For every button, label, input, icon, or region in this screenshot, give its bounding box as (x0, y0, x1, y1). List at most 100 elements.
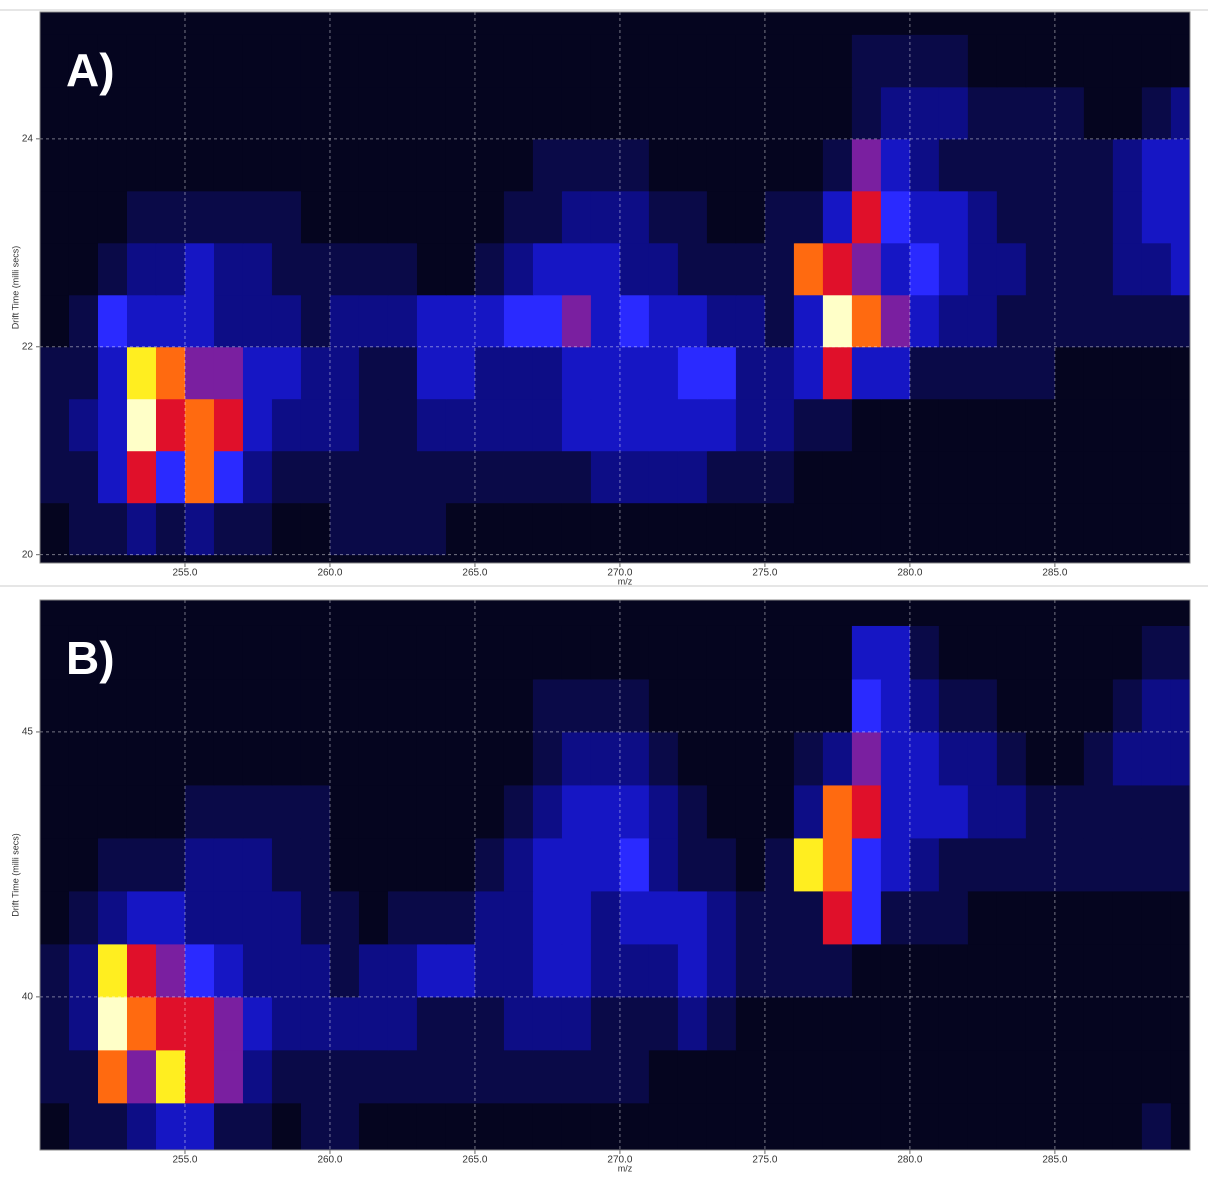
cell (1083, 678, 1114, 733)
cell (1112, 625, 1143, 680)
cell (706, 450, 737, 504)
cell (445, 678, 476, 733)
cell (764, 138, 795, 192)
cell (329, 86, 360, 140)
cell (851, 784, 882, 839)
cell (416, 190, 447, 244)
cell (358, 190, 389, 244)
cell (880, 1102, 911, 1150)
cell (271, 1102, 302, 1150)
cell (1083, 346, 1114, 400)
cell (822, 837, 853, 892)
cell (1112, 34, 1143, 88)
cell (271, 86, 302, 140)
cell (677, 784, 708, 839)
plot-frame (39, 599, 1191, 1151)
cell (532, 34, 563, 88)
cell (387, 837, 418, 892)
cell (677, 943, 708, 998)
cell (967, 1102, 998, 1150)
cell (706, 678, 737, 733)
cell (329, 1102, 360, 1150)
cell (764, 625, 795, 680)
cell (967, 784, 998, 839)
cell (126, 837, 157, 892)
cell (1141, 678, 1172, 733)
cell (213, 190, 244, 244)
cell (97, 138, 128, 192)
y-tick-label: 40 (22, 992, 34, 1003)
cell (242, 784, 273, 839)
cell (706, 1102, 737, 1150)
cell (1054, 34, 1085, 88)
cell (677, 625, 708, 680)
cell (40, 294, 70, 348)
cell (851, 1049, 882, 1104)
cell (880, 678, 911, 733)
cell (793, 86, 824, 140)
cell (300, 784, 331, 839)
cell (358, 34, 389, 88)
cell (532, 138, 563, 192)
cell (184, 943, 215, 998)
cell (126, 34, 157, 88)
cell (1141, 1049, 1172, 1104)
cell (126, 678, 157, 733)
cell (561, 346, 592, 400)
cell (126, 502, 157, 556)
cell (1054, 943, 1085, 998)
cell (184, 678, 215, 733)
cell (155, 502, 186, 556)
cell (97, 502, 128, 556)
cell (590, 1049, 621, 1104)
cell (909, 502, 940, 556)
cell (967, 190, 998, 244)
cell (648, 996, 679, 1051)
cell (590, 996, 621, 1051)
cell (68, 996, 99, 1051)
cell (213, 731, 244, 786)
cell (706, 784, 737, 839)
cell (851, 34, 882, 88)
cell (503, 346, 534, 400)
cell (561, 138, 592, 192)
cell (155, 784, 186, 839)
cell (706, 890, 737, 945)
cell (793, 837, 824, 892)
cell (851, 837, 882, 892)
cell (1025, 943, 1056, 998)
cell (735, 190, 766, 244)
cell (677, 242, 708, 296)
cell (40, 625, 70, 680)
cell (242, 242, 273, 296)
cell (184, 837, 215, 892)
cell (648, 450, 679, 504)
cell (706, 34, 737, 88)
cell (329, 346, 360, 400)
cell (1025, 837, 1056, 892)
cell (619, 138, 650, 192)
cell (126, 731, 157, 786)
cell (445, 190, 476, 244)
cell (561, 1049, 592, 1104)
cell (445, 890, 476, 945)
cell (503, 86, 534, 140)
cell (909, 450, 940, 504)
cell (40, 731, 70, 786)
cell (793, 502, 824, 556)
cell (532, 678, 563, 733)
cell (445, 943, 476, 998)
cell (822, 86, 853, 140)
cell (97, 190, 128, 244)
cell (97, 678, 128, 733)
cell (416, 138, 447, 192)
cell (967, 398, 998, 452)
cell (503, 294, 534, 348)
cell (184, 890, 215, 945)
cell (677, 1102, 708, 1150)
cell (735, 996, 766, 1051)
cell (1083, 625, 1114, 680)
cell (967, 138, 998, 192)
cell (880, 138, 911, 192)
cell (387, 294, 418, 348)
